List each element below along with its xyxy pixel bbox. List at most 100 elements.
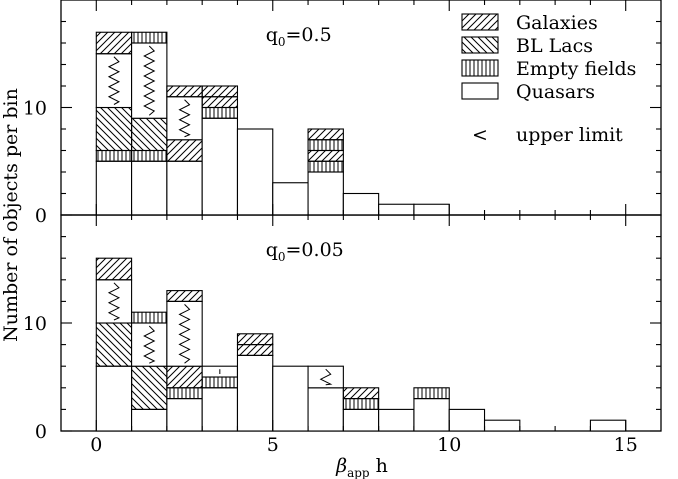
bar-galaxies xyxy=(307,149,344,162)
bar-top-galaxies xyxy=(166,85,203,98)
bar-top-galaxies xyxy=(307,128,344,141)
x-tick-label: 5 xyxy=(267,434,279,456)
bar-empty-fields xyxy=(413,387,450,400)
legend-item: Empty fields xyxy=(461,58,636,80)
histogram-bin xyxy=(272,365,309,432)
histogram-bin xyxy=(236,333,274,432)
bar-quasars xyxy=(413,203,450,216)
bar-bl-lacs xyxy=(95,322,133,367)
upper-limit-marker xyxy=(178,304,191,364)
histogram-bin xyxy=(236,128,274,216)
histogram-bin xyxy=(201,365,239,432)
upper-limit-marker xyxy=(178,99,191,138)
bar-empty-fields xyxy=(307,160,344,173)
bar-quasars xyxy=(272,182,309,216)
panel-1: 0 10 q0=0.5 xyxy=(23,0,662,227)
histogram-bin xyxy=(483,419,521,432)
bar-upper-limit xyxy=(131,322,168,367)
histogram-bin xyxy=(201,85,239,216)
bar-quasars xyxy=(342,408,380,432)
bar-quasars xyxy=(448,408,486,432)
x-axis-label-suffix: h xyxy=(370,455,388,477)
bar-quasars xyxy=(95,365,133,432)
bar-quasars xyxy=(307,387,344,432)
upper-limit-marker xyxy=(107,282,121,321)
legend-item: Galaxies xyxy=(461,12,598,34)
legend-upper-limit: < upper limit xyxy=(472,124,623,146)
legend-item: Quasars xyxy=(461,81,595,103)
histogram-bin xyxy=(307,128,344,216)
bar-galaxies xyxy=(201,96,239,109)
panel-2: 0 10 q0=0.05 xyxy=(23,214,662,443)
bar-top-empty-fields xyxy=(307,139,344,152)
legend-swatch xyxy=(461,36,499,54)
bar-top-empty-fields xyxy=(131,311,168,324)
upper-limit-marker xyxy=(143,45,156,116)
x-tick-label: 10 xyxy=(437,434,461,456)
panel-annotation: q0=0.5 xyxy=(266,24,332,49)
bar-quasars xyxy=(378,408,415,432)
bar-bl-lacs xyxy=(131,117,168,152)
bar-quasars xyxy=(201,117,239,216)
bar-quasars xyxy=(236,128,274,216)
bar-quasars xyxy=(95,160,133,216)
x-tick-label: 0 xyxy=(90,434,102,456)
bar-upper-limit xyxy=(95,279,133,324)
histogram-bin xyxy=(413,387,450,432)
y-tick-label: 10 xyxy=(23,98,47,120)
y-tick-label: 10 xyxy=(23,313,47,335)
bar-empty-fields xyxy=(342,398,380,410)
bar-bl-lacs xyxy=(131,365,168,410)
bar-quasars xyxy=(131,408,168,432)
bar-upper-limit xyxy=(95,53,133,109)
bar-empty-fields xyxy=(95,149,133,162)
bar-empty-fields xyxy=(201,106,239,119)
histogram-bin xyxy=(342,387,380,432)
legend-label: BL Lacs xyxy=(516,35,593,57)
bar-quasars xyxy=(307,171,344,216)
legend-label: Galaxies xyxy=(516,12,598,34)
bar-galaxies xyxy=(166,365,203,389)
upper-limit-label: upper limit xyxy=(516,124,623,146)
histogram-bin xyxy=(413,203,450,216)
bar-top-galaxies xyxy=(95,257,133,281)
bar-galaxies xyxy=(236,344,274,356)
bar-quasars xyxy=(483,419,521,432)
histogram-bin xyxy=(166,85,203,216)
x-axis-title: βapp h xyxy=(335,455,388,479)
histogram-bin xyxy=(95,257,133,432)
bar-quasars xyxy=(272,365,309,432)
x-tick-labels: 0 5 10 15 xyxy=(90,434,638,456)
bar-quasars xyxy=(166,398,203,432)
bar-quasars xyxy=(236,354,274,432)
bar-bl-lacs xyxy=(95,106,133,152)
upper-limit-marker xyxy=(143,325,156,364)
bar-galaxies xyxy=(166,139,203,162)
histogram-bin xyxy=(307,365,344,432)
x-axis-label-subscript: app xyxy=(347,466,370,479)
legend-label: Quasars xyxy=(516,81,595,103)
bar-quasars xyxy=(342,192,380,216)
histogram-bin xyxy=(589,419,627,432)
bar-quasars xyxy=(166,160,203,216)
bar-upper-limit xyxy=(166,96,203,141)
x-axis-label-symbol: β xyxy=(335,455,347,477)
histogram-bin xyxy=(378,408,415,432)
bar-top-galaxies xyxy=(236,333,274,346)
bar-quasars xyxy=(201,387,239,432)
bar-empty-fields xyxy=(166,387,203,400)
legend-swatch xyxy=(461,59,499,77)
histogram-bin xyxy=(448,408,486,432)
y-axis-label: Number of objects per bin xyxy=(0,88,22,342)
bar-top-galaxies xyxy=(95,31,133,55)
histogram-bin xyxy=(131,31,168,216)
bar-galaxies xyxy=(342,387,380,400)
bar-upper-limit xyxy=(131,42,168,119)
y-axis-title: Number of objects per bin xyxy=(0,88,22,342)
bar-quasars xyxy=(131,160,168,216)
histogram-bin xyxy=(166,290,203,432)
histogram-bin xyxy=(95,31,133,216)
legend-swatch xyxy=(461,82,499,100)
